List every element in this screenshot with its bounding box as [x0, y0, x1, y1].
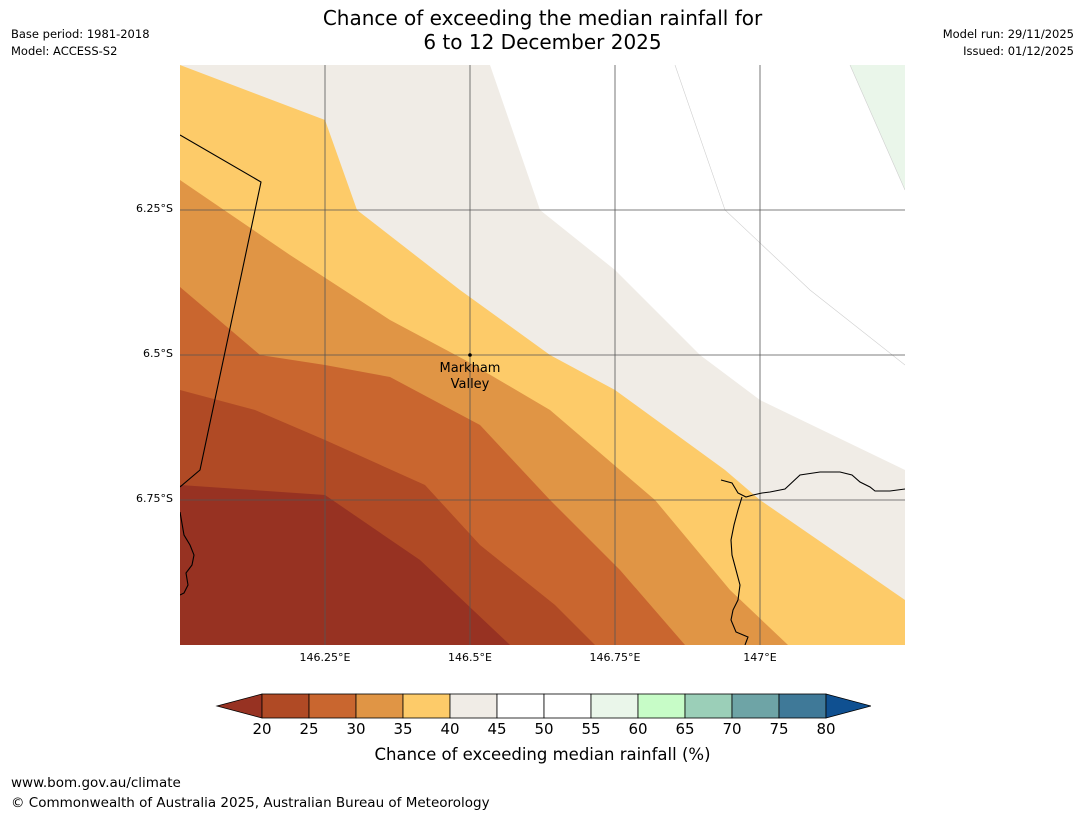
boundaries	[180, 134, 905, 645]
colorbar-cell	[402, 693, 451, 719]
colorbar-tick-label: 80	[816, 720, 836, 738]
place-label-line2: Valley	[451, 377, 490, 392]
colorbar-cell	[449, 693, 498, 719]
map-title-line1: Chance of exceeding the median rainfall …	[322, 6, 763, 30]
map-title-line2: 6 to 12 December 2025	[423, 30, 662, 54]
lon-label-146-5: 146.5°E	[448, 651, 492, 664]
colorbar	[215, 693, 871, 719]
colorbar-cell	[308, 693, 357, 719]
colorbar-cell	[731, 693, 780, 719]
rainfall-map: Markham Valley	[180, 65, 905, 645]
colorbar-tick-label: 20	[252, 720, 272, 738]
model-name: Model: ACCESS-S2	[11, 44, 118, 58]
colorbar-cell	[637, 693, 686, 719]
coastline-east	[720, 471, 905, 498]
colorbar-over-arrow	[825, 693, 871, 719]
markham-valley-marker	[468, 353, 472, 357]
map-title: Chance of exceeding the median rainfall …	[0, 6, 1085, 54]
place-label-line1: Markham	[440, 361, 501, 376]
footer-copyright: © Commonwealth of Australia 2025, Austra…	[11, 795, 490, 811]
colorbar-tick-label: 50	[534, 720, 554, 738]
contour-50	[674, 65, 905, 366]
colorbar-tick-label: 25	[299, 720, 319, 738]
colorbar-cell	[261, 693, 310, 719]
colorbar-tick-label: 60	[628, 720, 648, 738]
colorbar-tick-label: 70	[722, 720, 742, 738]
river-markham	[730, 496, 749, 645]
base-period: Base period: 1981-2018	[11, 27, 150, 41]
coastline-west	[180, 511, 195, 596]
contour-55	[849, 65, 905, 191]
lon-label-146-75: 146.75°E	[589, 651, 641, 664]
issued-date: Issued: 01/12/2025	[963, 44, 1074, 58]
colorbar-tick-label: 65	[675, 720, 695, 738]
colorbar-tick-label: 40	[440, 720, 460, 738]
colorbar-cell	[590, 693, 639, 719]
lon-label-147: 147°E	[743, 651, 777, 664]
footer-url: www.bom.gov.au/climate	[11, 775, 181, 791]
lat-label-6-75: 6.75°S	[136, 492, 173, 505]
lat-label-6-5: 6.5°S	[143, 347, 173, 360]
admin-boundary	[180, 134, 262, 488]
colorbar-cell	[684, 693, 733, 719]
colorbar-cells	[215, 693, 871, 719]
colorbar-tick-label: 45	[487, 720, 507, 738]
meta-right: Model run: 29/11/2025 Issued: 01/12/2025	[943, 26, 1074, 60]
colorbar-tick-label: 35	[393, 720, 413, 738]
colorbar-tick-label: 55	[581, 720, 601, 738]
colorbar-cell	[355, 693, 404, 719]
colorbar-under-arrow	[215, 693, 263, 719]
colorbar-tick-label: 30	[346, 720, 366, 738]
band-below-20	[180, 485, 510, 645]
colorbar-cell	[496, 693, 545, 719]
colorbar-cell	[778, 693, 827, 719]
colorbar-cell	[543, 693, 592, 719]
colorbar-title: Chance of exceeding median rainfall (%)	[374, 745, 711, 764]
lon-label-146-25: 146.25°E	[299, 651, 351, 664]
model-run: Model run: 29/11/2025	[942, 27, 1074, 41]
colorbar-tick-label: 75	[769, 720, 789, 738]
meta-left: Base period: 1981-2018 Model: ACCESS-S2	[11, 26, 150, 60]
lat-label-6-25: 6.25°S	[136, 202, 173, 215]
